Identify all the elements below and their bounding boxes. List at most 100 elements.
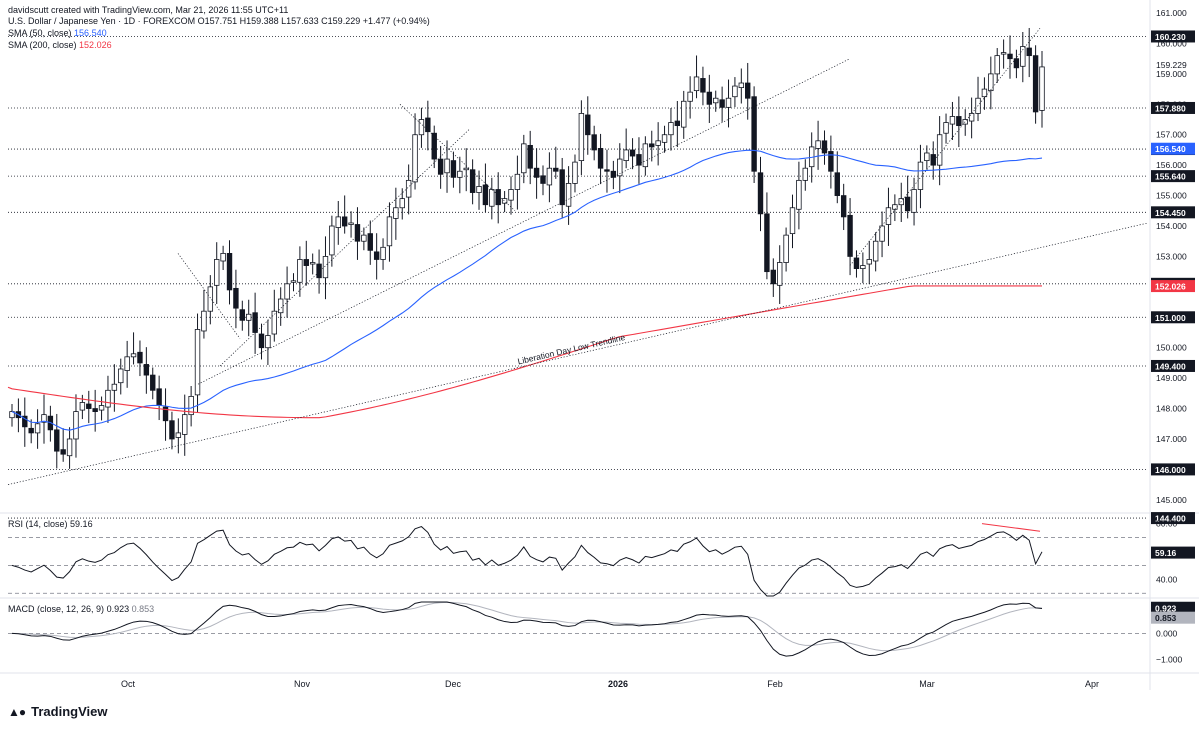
sma50-legend[interactable]: SMA (50, close) 156.540 <box>8 28 107 39</box>
candle-body <box>911 189 917 213</box>
y-tick-label: 154.000 <box>1156 221 1187 231</box>
candle-body <box>757 172 764 215</box>
y-tick-label: 149.000 <box>1156 373 1187 383</box>
candle-body <box>1039 66 1045 111</box>
candle-body <box>175 432 182 438</box>
candle-body <box>239 309 246 321</box>
macd-label: MACD (close, 12, 26, 9) <box>8 604 105 614</box>
candle-body <box>521 143 527 174</box>
rsi-value-tag <box>1151 546 1195 559</box>
candle-body <box>201 310 207 332</box>
candle-body <box>73 411 79 440</box>
candle-body <box>847 214 853 257</box>
level-price-tag <box>1151 512 1195 525</box>
candle-body <box>246 313 252 321</box>
candle-body <box>617 158 623 177</box>
creator-text: davidscutt created with TradingView.com,… <box>8 5 289 15</box>
level-price-tag <box>1151 170 1195 183</box>
candle-body <box>214 259 220 286</box>
candle-body <box>649 143 655 148</box>
sma200-label: SMA (200, close) <box>8 40 77 50</box>
candle-body <box>661 134 668 143</box>
candle-body <box>655 140 661 146</box>
candle-body <box>597 148 604 169</box>
candle-body <box>745 82 751 99</box>
candle-body <box>431 132 437 160</box>
trendline <box>849 28 1041 266</box>
macd-legend[interactable]: MACD (close, 12, 26, 9) 0.923 0.853 <box>8 604 154 615</box>
candle-body <box>28 427 34 434</box>
candle-body <box>54 429 60 452</box>
candle-body <box>553 167 559 172</box>
candle-body <box>277 298 284 314</box>
candle-body <box>501 198 508 204</box>
trendline <box>177 253 241 339</box>
candle-body <box>194 329 201 396</box>
candle-body <box>681 100 687 128</box>
y-tick-label: 153.000 <box>1156 251 1187 261</box>
x-tick-label: Dec <box>445 679 462 689</box>
candle-body <box>936 134 943 166</box>
candle-body <box>412 134 418 183</box>
candle-body <box>457 170 463 178</box>
candle-body <box>508 189 514 201</box>
candle-body <box>373 251 380 260</box>
candle-body <box>405 179 412 198</box>
candle-body <box>604 169 610 172</box>
sma200-legend[interactable]: SMA (200, close) 152.026 <box>8 40 112 51</box>
candle-body <box>476 186 482 193</box>
candle-body <box>514 173 521 190</box>
candle-body <box>572 161 578 184</box>
candle-body <box>1007 53 1013 60</box>
macd-signal-value: 0.853 <box>131 604 155 614</box>
tradingview-logo[interactable]: ▲● TradingView <box>8 704 107 719</box>
level-price-tag <box>1151 206 1195 219</box>
x-tick-label: Oct <box>121 679 136 689</box>
candle-body <box>546 167 553 186</box>
candle-body <box>796 179 802 210</box>
candle-body <box>687 91 693 102</box>
candle-body <box>629 149 636 157</box>
x-tick-label: Feb <box>767 679 783 689</box>
x-tick-label: 2026 <box>608 679 628 689</box>
candle-body <box>840 195 847 218</box>
candle-body <box>92 408 98 413</box>
candle-body <box>137 351 143 364</box>
candle-body <box>495 189 501 206</box>
candle-body <box>316 263 322 279</box>
candle-body <box>444 158 450 174</box>
x-tick-label: Mar <box>919 679 935 689</box>
candle-body <box>60 449 66 455</box>
y-tick-label: 157.000 <box>1156 130 1187 140</box>
candle-body <box>706 91 713 105</box>
y-tick-label: 150.000 <box>1156 343 1187 353</box>
candle-body <box>111 383 118 391</box>
candle-body <box>265 335 271 349</box>
candle-body <box>303 259 309 266</box>
candle-body <box>41 414 47 423</box>
level-price-tag-text: 149.400 <box>1155 361 1186 371</box>
macd-value-tag <box>1151 601 1195 614</box>
candle-body <box>591 134 597 151</box>
rsi-value: 59.16 <box>70 519 93 529</box>
chart-header: davidscutt created with TradingView.com,… <box>8 5 288 16</box>
level-price-tag <box>1151 101 1195 114</box>
candle-body <box>994 55 1000 75</box>
rsi-legend[interactable]: RSI (14, close) 59.16 <box>8 519 93 530</box>
candle-body <box>437 158 444 175</box>
rsi-tick-label: 40.00 <box>1156 574 1178 584</box>
rsi-value-tag-text: 59.16 <box>1155 548 1177 558</box>
candle-body <box>463 167 469 171</box>
candle-body <box>399 198 405 209</box>
candle-body <box>860 265 866 270</box>
candle-body <box>962 119 968 125</box>
candle-body <box>770 269 777 285</box>
candle-body <box>834 172 840 196</box>
candle-body <box>956 116 962 127</box>
candle-body <box>341 216 348 227</box>
level-price-tag <box>1151 30 1195 43</box>
level-price-tag-text: 151.000 <box>1155 313 1186 323</box>
y-tick-label: 148.000 <box>1156 404 1187 414</box>
candle-body <box>610 170 617 178</box>
